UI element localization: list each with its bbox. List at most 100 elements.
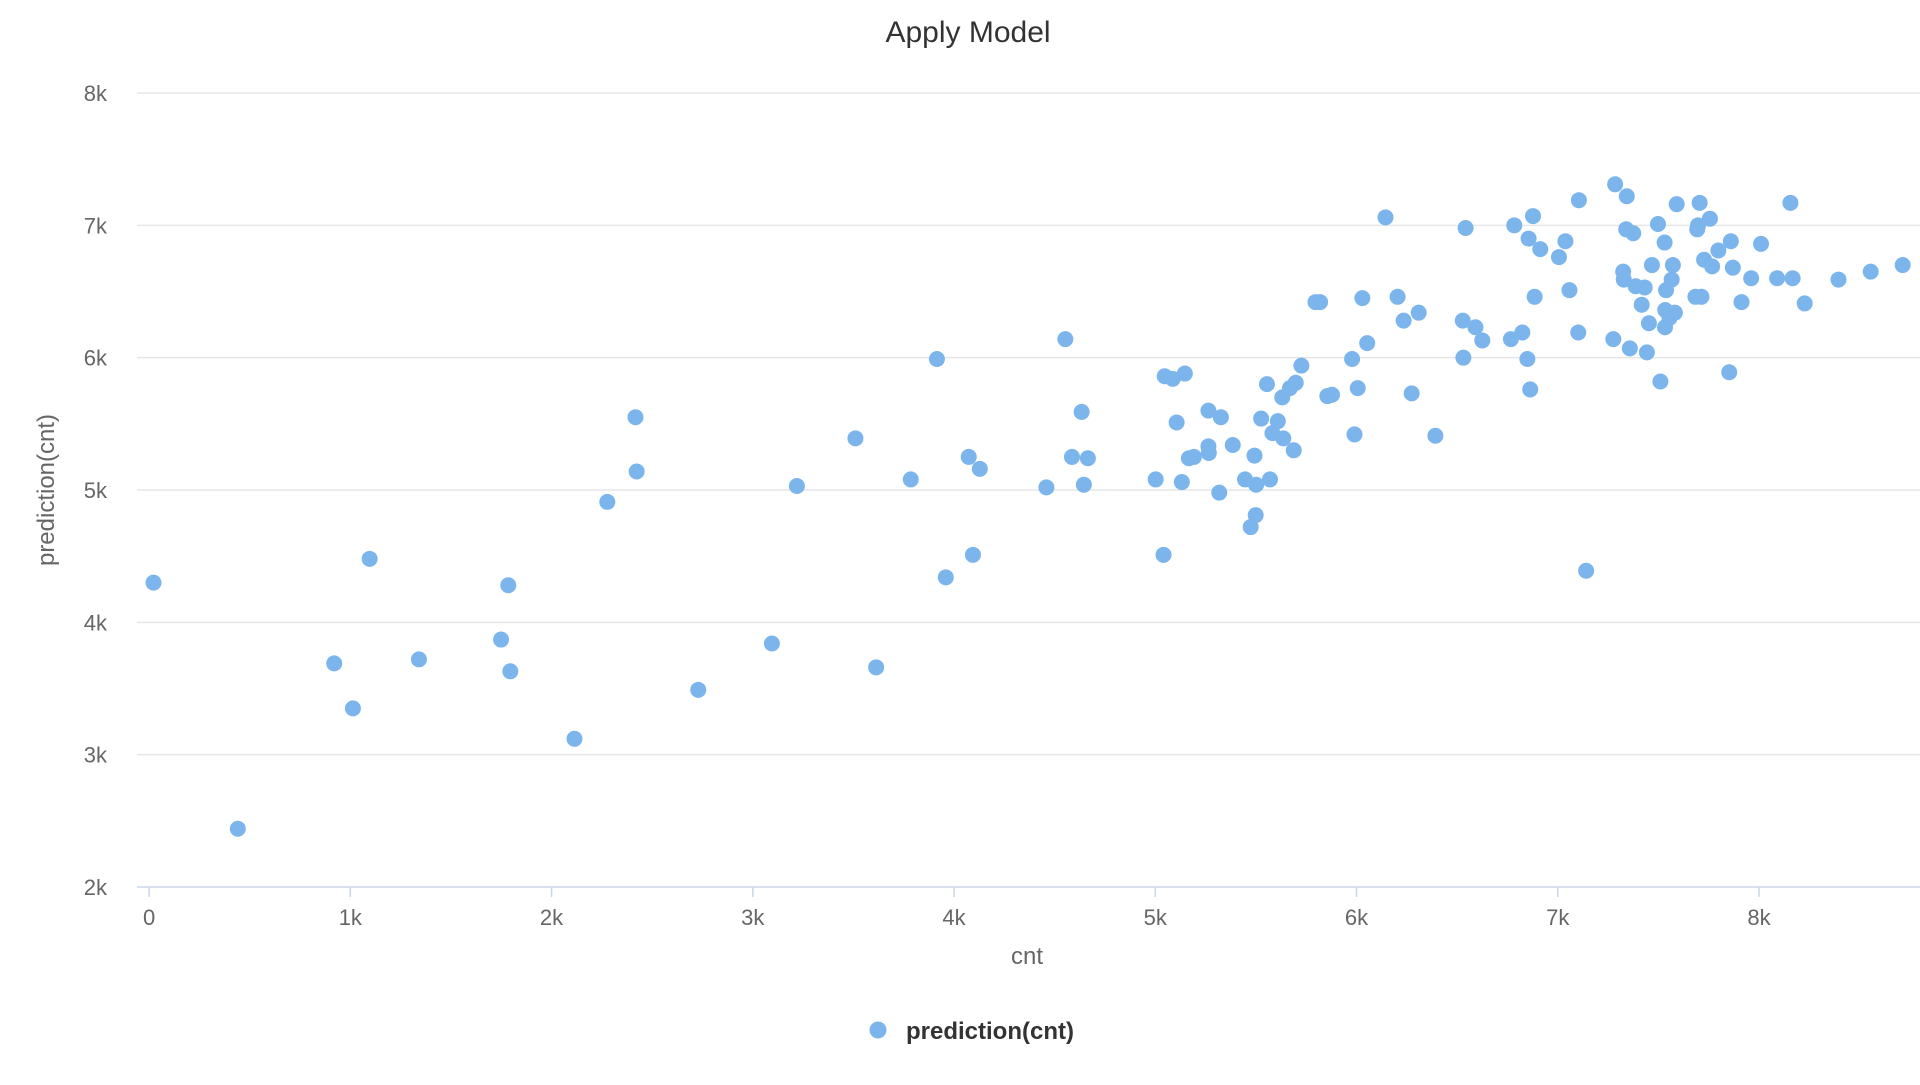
data-point[interactable]	[344, 700, 361, 717]
data-point[interactable]	[1164, 370, 1181, 387]
data-point[interactable]	[1570, 192, 1587, 209]
data-point[interactable]	[1668, 196, 1685, 213]
data-point[interactable]	[1173, 474, 1190, 491]
data-point[interactable]	[1618, 188, 1635, 205]
data-point[interactable]	[229, 820, 246, 837]
data-point[interactable]	[1643, 257, 1660, 274]
data-point[interactable]	[1743, 270, 1760, 287]
data-point[interactable]	[1701, 210, 1718, 227]
data-point[interactable]	[1656, 234, 1673, 251]
data-point[interactable]	[1247, 507, 1264, 524]
data-point[interactable]	[902, 471, 919, 488]
data-point[interactable]	[1652, 373, 1669, 390]
data-point[interactable]	[1176, 365, 1193, 382]
data-point[interactable]	[1211, 484, 1228, 501]
data-point[interactable]	[1275, 430, 1292, 447]
data-point[interactable]	[1287, 374, 1304, 391]
data-point[interactable]	[1522, 381, 1539, 398]
data-point[interactable]	[1261, 471, 1278, 488]
data-point[interactable]	[1323, 386, 1340, 403]
data-point[interactable]	[1722, 233, 1739, 250]
data-point[interactable]	[1057, 331, 1074, 348]
data-point[interactable]	[1200, 402, 1217, 419]
legend[interactable]: prediction(cnt)	[869, 1018, 1075, 1045]
data-point[interactable]	[1395, 312, 1412, 329]
data-point[interactable]	[1636, 279, 1653, 296]
data-point[interactable]	[1830, 271, 1847, 288]
data-point[interactable]	[1359, 335, 1376, 352]
data-point[interactable]	[1769, 270, 1786, 287]
data-point[interactable]	[1666, 304, 1683, 321]
data-point[interactable]	[1733, 294, 1750, 311]
data-point[interactable]	[1185, 448, 1202, 465]
data-point[interactable]	[1200, 444, 1217, 461]
data-point[interactable]	[145, 574, 162, 591]
data-point[interactable]	[1753, 235, 1770, 252]
data-point[interactable]	[566, 730, 583, 747]
data-point[interactable]	[960, 448, 977, 465]
data-point[interactable]	[1782, 194, 1799, 211]
data-point[interactable]	[361, 550, 378, 567]
data-point[interactable]	[1633, 296, 1650, 313]
data-point[interactable]	[1605, 331, 1622, 348]
data-point[interactable]	[1506, 217, 1523, 234]
data-point[interactable]	[1526, 288, 1543, 305]
data-point[interactable]	[1621, 340, 1638, 357]
data-point[interactable]	[847, 430, 864, 447]
data-point[interactable]	[500, 577, 517, 594]
data-point[interactable]	[1704, 258, 1721, 275]
data-point[interactable]	[1724, 259, 1741, 276]
data-point[interactable]	[1253, 410, 1270, 427]
data-point[interactable]	[493, 631, 510, 648]
data-point[interactable]	[1467, 319, 1484, 336]
data-point[interactable]	[1625, 225, 1642, 242]
data-point[interactable]	[1346, 426, 1363, 443]
data-point[interactable]	[1649, 216, 1666, 233]
data-point[interactable]	[326, 655, 343, 672]
data-point[interactable]	[628, 463, 645, 480]
data-point[interactable]	[1285, 442, 1302, 459]
data-point[interactable]	[1403, 385, 1420, 402]
data-point[interactable]	[971, 460, 988, 477]
data-point[interactable]	[1578, 562, 1595, 579]
data-point[interactable]	[1710, 242, 1727, 259]
data-point[interactable]	[1561, 282, 1578, 299]
data-point[interactable]	[410, 651, 427, 668]
data-point[interactable]	[1638, 344, 1655, 361]
data-point[interactable]	[1063, 448, 1080, 465]
data-point[interactable]	[1258, 376, 1275, 393]
data-point[interactable]	[1690, 217, 1707, 234]
data-point[interactable]	[1344, 350, 1361, 367]
data-point[interactable]	[1550, 249, 1567, 266]
data-point[interactable]	[1570, 324, 1587, 341]
data-point[interactable]	[1457, 219, 1474, 236]
data-point[interactable]	[1693, 288, 1710, 305]
data-point[interactable]	[1427, 427, 1444, 444]
data-point[interactable]	[1784, 270, 1801, 287]
data-point[interactable]	[1615, 271, 1632, 288]
data-point[interactable]	[1269, 413, 1286, 430]
data-point[interactable]	[1147, 471, 1164, 488]
data-point[interactable]	[1073, 403, 1090, 420]
data-point[interactable]	[502, 663, 519, 680]
data-point[interactable]	[788, 478, 805, 495]
data-point[interactable]	[1691, 194, 1708, 211]
data-point[interactable]	[1224, 437, 1241, 454]
data-point[interactable]	[1410, 304, 1427, 321]
data-point[interactable]	[1454, 312, 1471, 329]
data-point[interactable]	[1248, 476, 1265, 493]
data-point[interactable]	[1862, 263, 1879, 280]
data-point[interactable]	[1155, 546, 1172, 563]
data-point[interactable]	[1212, 409, 1229, 426]
data-point[interactable]	[928, 350, 945, 367]
data-point[interactable]	[1075, 476, 1092, 493]
data-point[interactable]	[937, 569, 954, 586]
data-point[interactable]	[1664, 257, 1681, 274]
data-point[interactable]	[1796, 295, 1813, 312]
data-point[interactable]	[1312, 294, 1329, 311]
data-point[interactable]	[1557, 233, 1574, 250]
data-point[interactable]	[1168, 414, 1185, 431]
data-point[interactable]	[1474, 332, 1491, 349]
data-point[interactable]	[1389, 288, 1406, 305]
data-point[interactable]	[1455, 349, 1472, 366]
